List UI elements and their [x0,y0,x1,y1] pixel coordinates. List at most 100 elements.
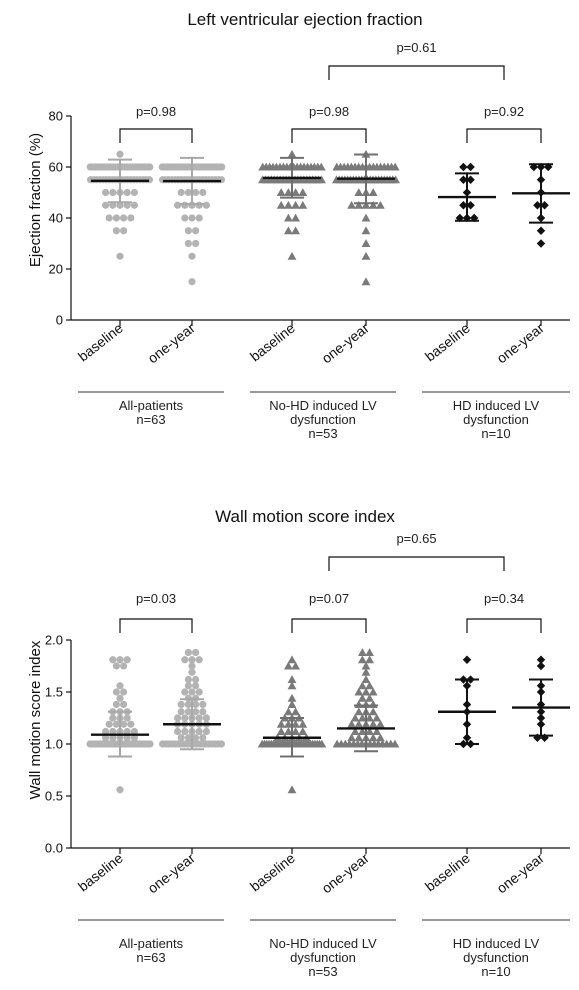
data-point [181,727,189,736]
group-label: n=53 [308,426,337,441]
data-point [533,201,542,210]
data-point [123,734,131,742]
comparison-bracket [119,618,193,633]
data-point [361,200,371,209]
data-point [202,201,210,209]
group-label: n=63 [136,412,165,427]
data-point [368,188,378,197]
series-3 [332,648,400,753]
data-point [361,667,371,676]
x-category-label: one-year [144,850,198,897]
data-point [192,227,200,235]
data-point [291,213,300,222]
data-point [365,681,374,690]
data-point [291,661,300,670]
data-point [361,239,371,248]
data-point [195,714,203,722]
group-label: dysfunction [463,412,529,427]
data-point [390,162,400,171]
data-point [188,252,196,260]
data-point [347,200,356,209]
data-point [192,734,200,742]
chart-title: Wall motion score index [215,507,395,526]
data-point [130,734,138,742]
data-point [376,200,385,209]
data-point [192,239,200,248]
data-point [184,239,192,248]
data-point [192,188,200,197]
data-point [199,708,207,716]
data-point [354,200,364,209]
group-label: dysfunction [463,950,529,965]
data-point [192,648,200,657]
data-point [123,188,131,197]
data-point [181,656,189,664]
data-point [102,727,110,736]
data-point [192,700,200,709]
group-label: No-HD induced LV [269,936,377,951]
x-category-label: one-year [493,850,547,897]
data-point [116,656,124,664]
data-point [123,201,131,209]
data-point [354,687,364,696]
data-point [181,201,189,209]
data-point [287,149,297,158]
chart-title: Left ventricular ejection fraction [187,10,422,29]
data-point [368,687,378,696]
data-point [116,694,124,702]
data-point [291,188,300,197]
comparison-bracket [328,556,505,571]
series-3 [332,149,400,286]
data-point [368,200,378,209]
x-category-label: baseline [247,320,298,365]
series-2 [257,655,327,794]
data-point [276,188,286,197]
data-point [287,251,297,260]
data-point [195,214,203,222]
group-label: HD induced LV [453,398,540,413]
group-label: n=63 [136,950,165,965]
x-category-label: baseline [247,850,298,895]
data-point [105,720,113,728]
data-point [365,648,374,656]
data-point [287,700,297,708]
x-category-label: baseline [422,850,473,895]
data-point [127,214,135,222]
data-point [188,668,196,676]
data-point [361,226,371,235]
data-point [536,655,546,664]
data-point [365,693,374,702]
y-tick-label: 80 [49,109,63,124]
p-value-label: p=0.03 [136,591,176,606]
data-point [284,200,293,209]
data-point [276,719,286,728]
data-point [195,688,203,696]
series-1 [158,648,226,751]
data-point [291,707,300,716]
data-point [361,675,371,684]
data-point [188,214,196,222]
data-point [177,734,185,742]
y-axis-label: Wall motion score index [27,640,44,799]
data-point [365,727,374,736]
data-point [130,188,138,197]
group-label: dysfunction [290,950,356,965]
data-point [184,682,192,690]
data-point [390,739,400,748]
data-point [184,675,192,684]
data-point [112,700,120,709]
data-point [361,213,371,222]
data-point [192,675,200,684]
group-label: HD induced LV [453,936,540,951]
data-point [358,648,367,656]
p-value-label: p=0.65 [396,531,436,546]
data-point [317,739,327,748]
data-point [116,682,124,690]
data-point [368,733,378,742]
data-point [284,213,293,222]
data-point [116,150,124,158]
data-point [184,694,192,702]
series-5 [512,162,570,248]
data-point [102,734,110,742]
